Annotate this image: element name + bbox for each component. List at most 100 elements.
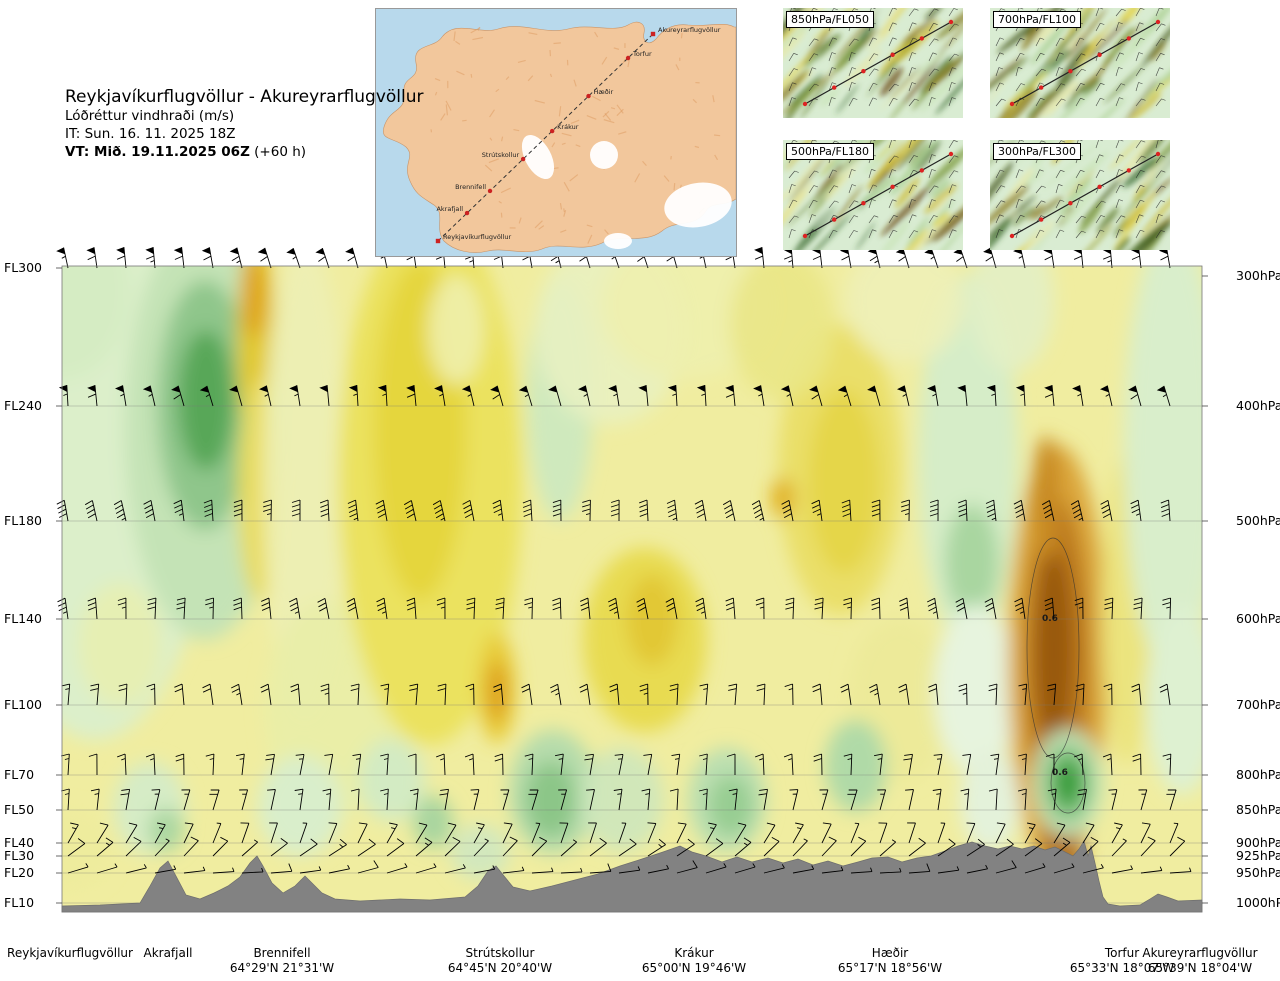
panel-label-300hpa: 300hPa/FL300: [993, 143, 1082, 160]
panel-route-dot: [861, 69, 866, 74]
station-coords: 64°45'N 20°40'W: [447, 961, 553, 975]
panel-label-500hpa: 500hPa/FL180: [786, 143, 875, 160]
chart-subtitle: Lóðréttur vindhraði (m/s): [65, 108, 235, 125]
waypoint-dot: [487, 188, 493, 194]
panel-route-dot: [1126, 168, 1131, 173]
glacier: [590, 141, 618, 169]
pressure-level-label: 300hPa: [1236, 268, 1280, 283]
terrain-profile: [61, 840, 1203, 913]
waypoint-label: Akureyrarflugvöllur: [658, 26, 721, 34]
panel-route-line: [804, 21, 952, 105]
pressure-level-label: 600hPa: [1236, 611, 1280, 626]
pressure-level-label: 400hPa: [1236, 398, 1280, 413]
pressure-level-label: 1000hPa: [1236, 895, 1280, 910]
station-name: Akrafjall: [143, 946, 193, 960]
station-name: Strútskollur: [465, 946, 535, 960]
station-name: Akureyrarflugvöllur: [1142, 946, 1258, 960]
pressure-level-label: 925hPa: [1236, 848, 1280, 863]
chart-header: Reykjavíkurflugvöllur - Akureyrarflugvöl…: [65, 86, 424, 162]
waypoint-dot: [435, 238, 441, 244]
route-line: [437, 33, 654, 242]
panel-map-300hpa: [990, 140, 1170, 250]
panel-route-dot: [890, 52, 895, 57]
route-overview-map: Reykjavíkurflugvöllur Akrafjall Brennifell…: [375, 8, 737, 257]
flight-level-label: FL40: [4, 835, 35, 850]
station-coords: 64°29'N 21°31'W: [229, 961, 335, 975]
panel-route-dot: [802, 101, 808, 107]
panel-route-line: [1011, 153, 1159, 237]
panel-route-dot: [919, 168, 924, 173]
station-name: Krákur: [674, 946, 714, 960]
waypoint-label: Strútskollur: [482, 151, 520, 159]
panel-route-dot: [802, 233, 808, 239]
waypoint-dot: [520, 156, 526, 162]
panel-label-700hpa: 700hPa/FL100: [993, 11, 1082, 28]
panel-route-dot: [919, 36, 924, 41]
waypoint-label: Reykjavíkurflugvöllur: [443, 233, 512, 241]
panel-route-dot: [1039, 217, 1044, 222]
waypoint-dot: [549, 128, 555, 134]
pressure-level-label: 900hPa: [1236, 835, 1280, 850]
flight-level-label: FL100: [4, 697, 43, 712]
valid-time-offset: (+60 h): [249, 144, 307, 161]
panel-map-850hpa: [783, 8, 963, 118]
panel-route-dot: [1155, 19, 1161, 25]
panel-route-dot: [948, 19, 954, 25]
flight-level-label: FL300: [4, 260, 43, 275]
iceland-map: Reykjavíkurflugvöllur Akrafjall Brennifell…: [376, 9, 737, 256]
flight-level-label: FL140: [4, 611, 43, 626]
valid-time-main: VT: Mið. 19.11.2025 06Z: [65, 144, 250, 161]
panel-route-dot: [1009, 233, 1015, 239]
contour-value-label: 0.6: [1052, 768, 1068, 778]
station-name: Reykjavíkurflugvöllur: [7, 946, 133, 960]
station-name: Brennifell: [253, 946, 311, 960]
panel-route-dot: [948, 151, 954, 157]
station-coords: 65°39'N 18°04'W: [1147, 961, 1253, 975]
panel-route-dot: [1068, 201, 1073, 206]
pressure-level-label: 700hPa: [1236, 697, 1280, 712]
pressure-level-label: 800hPa: [1236, 767, 1280, 782]
glacier: [664, 182, 732, 228]
panel-route-line: [804, 153, 952, 237]
waypoint-label: Hæðir: [594, 88, 614, 96]
flight-level-label: FL180: [4, 513, 43, 528]
waypoint-dot: [650, 31, 656, 37]
pressure-level-label: 850hPa: [1236, 802, 1280, 817]
panel-route-dot: [1039, 85, 1044, 90]
glacier: [521, 134, 555, 180]
station-coords: 65°17'N 18°56'W: [837, 961, 943, 975]
flight-level-label: FL30: [4, 848, 35, 863]
flight-level-label: FL10: [4, 895, 35, 910]
panel-700hpa: 700hPa/FL100: [990, 8, 1170, 118]
panel-route-dot: [1097, 52, 1102, 57]
panel-300hpa: 300hPa/FL300: [990, 140, 1170, 250]
pressure-level-label: 500hPa: [1236, 513, 1280, 528]
panel-route-dot: [1097, 184, 1102, 189]
page-title: Reykjavíkurflugvöllur - Akureyrarflugvöl…: [65, 87, 424, 107]
panel-route-dot: [832, 85, 837, 90]
flight-level-label: FL240: [4, 398, 43, 413]
station-name: Hæðir: [871, 946, 909, 960]
station-coords: 65°33'N 18°07'W: [1069, 961, 1175, 975]
panel-route-dot: [1009, 101, 1015, 107]
waypoint-label: Krákur: [557, 123, 579, 131]
panel-500hpa: 500hPa/FL180: [783, 140, 963, 250]
panel-route-dot: [1068, 69, 1073, 74]
panel-route-dot: [861, 201, 866, 206]
wind-field-contours: [62, 266, 1202, 912]
panel-route-dot: [1126, 36, 1131, 41]
panel-route-dot: [890, 184, 895, 189]
flight-level-label: FL70: [4, 767, 35, 782]
waypoint-dot: [625, 55, 631, 61]
panel-route-line: [1011, 21, 1159, 105]
chart-border: [61, 265, 1203, 913]
flight-level-label: FL50: [4, 802, 35, 817]
station-coords: 65°00'N 19°46'W: [641, 961, 747, 975]
panel-label-850hpa: 850hPa/FL050: [786, 11, 875, 28]
iceland-landmass: [383, 21, 737, 253]
waypoint-dot: [464, 210, 470, 216]
waypoint-label: Akrafjall: [436, 205, 463, 213]
panel-850hpa: 850hPa/FL050: [783, 8, 963, 118]
